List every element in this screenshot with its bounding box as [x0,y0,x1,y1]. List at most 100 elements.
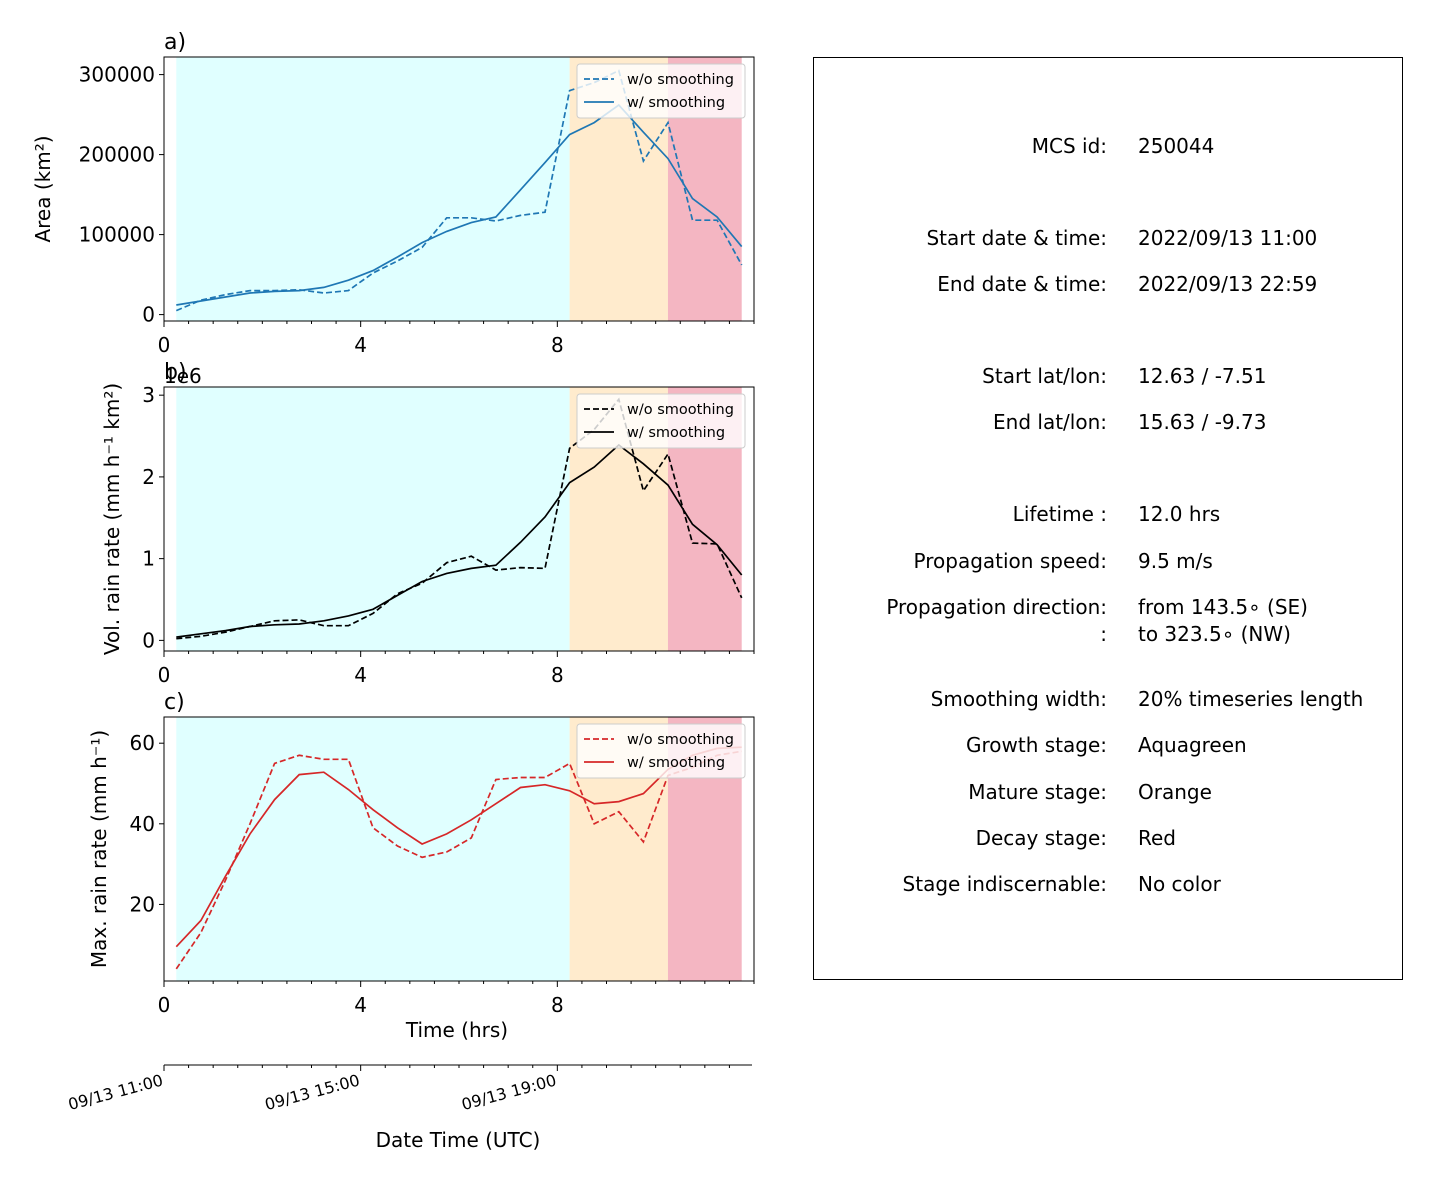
x-tick-label: 0 [158,663,171,687]
info-row: Start lat/lon: 12.63 / -7.51 [814,364,1402,388]
y-tick-label: 60 [130,731,155,755]
y-tick-label: 300000 [79,63,155,87]
x-axis-label: Time (hrs) [405,1018,508,1042]
info-label: End lat/lon: [993,410,1107,434]
stage-band-growth [176,717,570,981]
legend-label: w/ smoothing [627,425,725,441]
panel-label: a) [164,30,186,55]
info-label: Propagation speed: [913,549,1107,573]
info-row: Growth stage: Aquagreen [814,733,1402,757]
stage-band-growth [176,57,570,321]
legend-label: w/ smoothing [627,755,725,771]
x-tick-label: 8 [551,333,564,357]
info-label: Start date & time: [926,226,1107,250]
info-row: End lat/lon: 15.63 / -9.73 [814,410,1402,434]
info-row: Decay stage: Red [814,826,1402,850]
date-tick-label: 09/13 19:00 [459,1071,558,1115]
date-tick-label: 09/13 11:00 [66,1071,165,1115]
panel-a: 0 100000 200000 300000 0 4 8 Area (km²) a) w/o sm… [31,30,755,357]
x-tick-label: 0 [158,993,171,1017]
info-value: 20% timeseries length [1138,687,1364,711]
series-with-smoothing [176,103,743,306]
legend-label: w/o smoothing [627,402,734,418]
stage-band-growth [176,387,570,651]
legend-box [576,63,746,119]
legend-label: w/o smoothing [627,732,734,748]
date-axis: 09/13 11:00 09/13 15:00 09/13 19:00 Date Ti… [66,1064,752,1152]
legend-label: w/ smoothing [627,95,725,111]
x-tick-label: 4 [354,993,367,1017]
x-tick-label: 0 [158,333,171,357]
info-label: Smoothing width: [930,687,1107,711]
y-tick-label: 2 [142,465,155,489]
info-row: Start date & time: 2022/09/13 11:00 [814,226,1402,250]
y-tick-label: 40 [130,812,155,836]
info-value: 12.63 / -7.51 [1138,364,1267,388]
info-label: End date & time: [937,272,1107,296]
y-tick-label: 20 [130,892,155,916]
info-label: Start lat/lon: [982,364,1107,388]
panel-label: b) [164,360,187,385]
info-panel: MCS id: 250044 Start date & time: 2022/09/1… [813,57,1403,980]
info-label: Mature stage: [968,780,1107,804]
y-axis-label: Max. rain rate (mm h⁻¹) [87,730,111,968]
info-label: Growth stage: [965,733,1107,757]
series-without-smoothing [176,397,743,640]
info-value: Aquagreen [1138,733,1247,757]
legend: w/o smoothing w/ smoothing [576,63,746,119]
info-row: : to 323.5∘ (NW) [814,622,1402,646]
panel-label: c) [164,690,185,715]
legend: w/o smoothing w/ smoothing [576,393,746,449]
y-tick-label: 0 [142,628,155,652]
info-value: 2022/09/13 11:00 [1138,226,1318,250]
series-without-smoothing [175,750,742,970]
info-value: 15.63 / -9.73 [1138,410,1267,434]
info-row: Smoothing width: 20% timeseries length [814,687,1402,711]
panel-c: 20 40 60 0 4 8 Max. rain rate (mm h⁻¹) c) w/o sm… [87,690,755,1017]
info-row: End date & time: 2022/09/13 22:59 [814,272,1402,296]
info-value: to 323.5∘ (NW) [1138,622,1291,646]
y-tick-label: 3 [142,383,155,407]
x-tick-label: 8 [551,663,564,687]
info-value: Red [1138,826,1176,850]
y-tick-label: 0 [142,303,155,327]
info-row: Stage indiscernable: No color [814,872,1402,896]
date-axis-label: Date Time (UTC) [376,1128,541,1152]
info-value: No color [1138,872,1221,896]
y-tick-label: 1 [142,547,155,571]
info-label: Propagation direction: [886,595,1107,619]
legend: w/o smoothing w/ smoothing [576,723,746,779]
x-tick-label: 4 [354,663,367,687]
y-axis-label: Vol. rain rate (mm h⁻¹ km²) [100,383,124,655]
info-value: 12.0 hrs [1138,502,1221,526]
y-tick-label: 100000 [79,223,155,247]
y-tick-label: 200000 [79,143,155,167]
legend-label: w/o smoothing [627,72,734,88]
info-row: Propagation speed: 9.5 m/s [814,549,1402,573]
info-value: 9.5 m/s [1138,549,1213,573]
legend-box [576,393,746,449]
info-label: : [1100,622,1107,646]
y-axis-label: Area (km²) [31,135,55,242]
series-with-smoothing [176,443,743,638]
info-label: MCS id: [1031,134,1107,158]
info-row: Mature stage: Orange [814,780,1402,804]
info-value: 250044 [1138,134,1215,158]
series-with-smoothing [175,746,742,948]
x-tick-label: 8 [551,993,564,1017]
info-value: 2022/09/13 22:59 [1138,272,1318,296]
x-tick-label: 4 [354,333,367,357]
info-label: Decay stage: [975,826,1107,850]
info-value: from 143.5∘ (SE) [1138,595,1308,619]
info-label: Lifetime : [1012,502,1107,526]
y-offset-label: 1e6 [164,364,202,388]
legend-box [576,723,746,779]
info-row: Lifetime : 12.0 hrs [814,502,1402,526]
figure: 0 100000 200000 300000 0 4 8 Area (km²) a) w/o sm… [31,30,755,1152]
info-row: Propagation direction: from 143.5∘ (SE) [814,595,1402,619]
info-value: Orange [1138,780,1212,804]
series-without-smoothing [175,69,743,312]
date-tick-label: 09/13 15:00 [263,1071,362,1115]
info-label: Stage indiscernable: [902,872,1107,896]
